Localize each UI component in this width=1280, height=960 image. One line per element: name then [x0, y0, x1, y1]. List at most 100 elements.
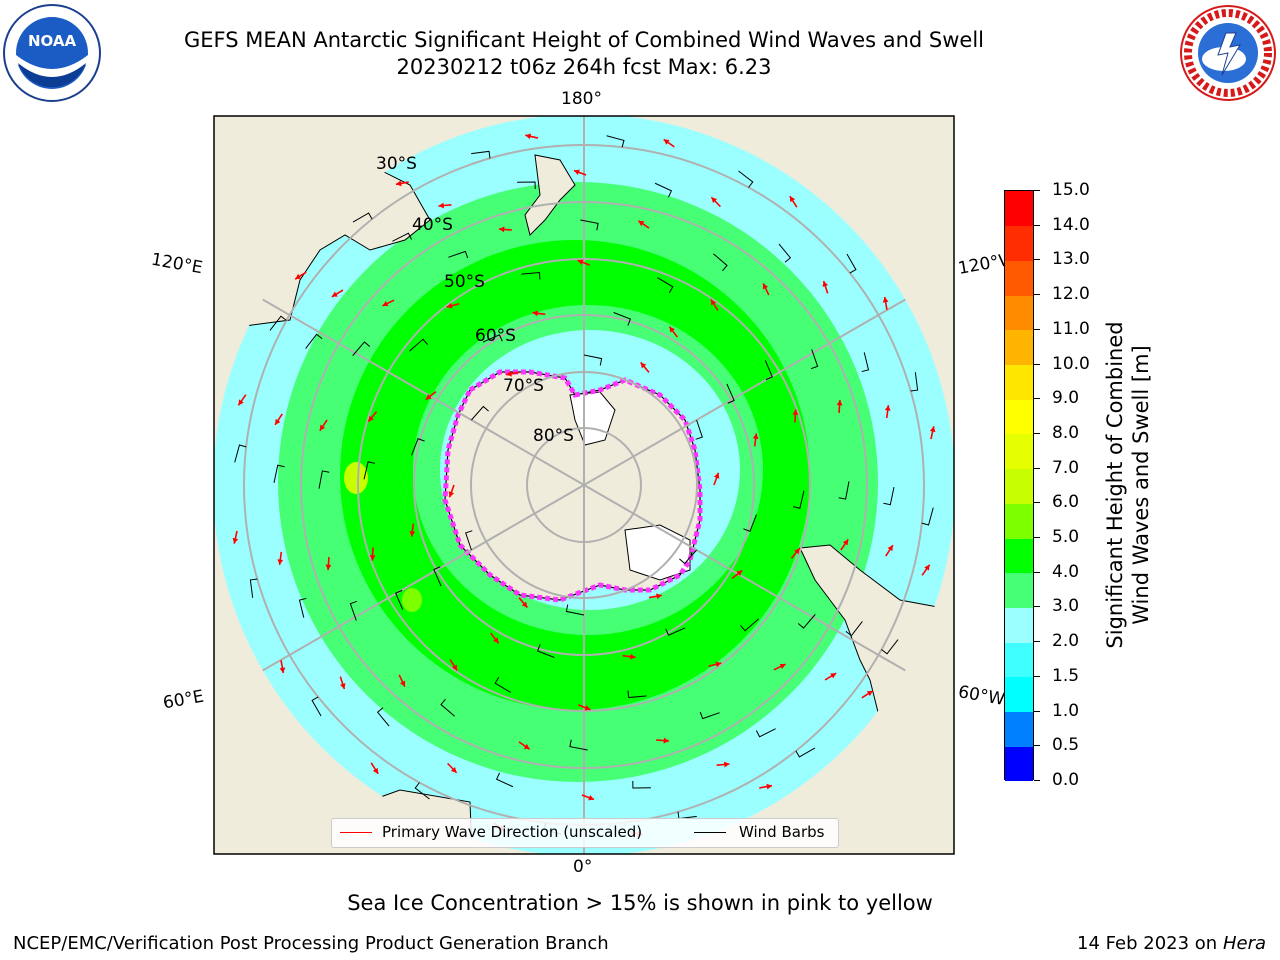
colorbar-segment	[1005, 711, 1033, 747]
wave-arrow-head	[713, 472, 720, 479]
colorbar-tick-label: 14.0	[1052, 214, 1090, 235]
colorbar-segment	[1005, 572, 1033, 608]
graticule	[214, 116, 954, 854]
wave-arrow-head	[792, 409, 799, 415]
wave-arrow-head	[331, 291, 338, 297]
lat-label-60s: 60°S	[475, 326, 516, 346]
wind-barb	[797, 614, 816, 629]
colorbar-tick	[1034, 710, 1040, 712]
map-subtitle: 20230212 t06z 264h fcst Max: 6.23	[396, 55, 772, 79]
wave-arrow-head	[924, 564, 930, 571]
wind-barb	[298, 597, 307, 618]
wind-barb	[494, 676, 511, 693]
wave-arrow-head	[409, 530, 416, 537]
colorbar-tick	[1034, 745, 1040, 747]
wind-barb	[632, 780, 651, 789]
colorbar-tick-label: 1.5	[1052, 665, 1080, 686]
wind-barb	[471, 405, 489, 421]
wind-barb	[517, 181, 536, 190]
wave-arrow-head	[369, 555, 376, 561]
wind-barb	[792, 490, 805, 509]
sea-ice-edge	[442, 369, 703, 603]
colorbar-tick	[1034, 780, 1040, 781]
wind-barb	[627, 690, 647, 699]
colorbar-tick-label: 2.0	[1052, 631, 1080, 652]
wave-arrow-head	[498, 226, 505, 233]
lat-label-40s: 40°S	[412, 215, 453, 235]
wind-barb	[249, 578, 258, 598]
wind-barb	[311, 696, 322, 717]
wind-barb	[695, 419, 703, 440]
colorbar-tick-label: 0.0	[1052, 770, 1080, 790]
wave-arrow-head	[715, 661, 722, 668]
wave-arrow-head	[521, 601, 528, 608]
wave-arrow-head	[577, 259, 584, 265]
wind-barb	[465, 530, 473, 551]
wind-barb	[363, 461, 376, 480]
wind-barb	[409, 338, 428, 352]
footer-organization: NCEP/EMC/Verification Post Processing Pr…	[13, 933, 609, 954]
colorbar-tick	[1034, 328, 1040, 330]
wave-arrow-head	[523, 743, 530, 750]
lat-label-80s: 80°S	[533, 426, 574, 446]
wind-barb	[583, 354, 603, 366]
colorbar-tick	[1034, 398, 1040, 400]
map-title: GEFS MEAN Antarctic Significant Height o…	[183, 28, 985, 52]
colorbar-tick-label: 10.0	[1052, 353, 1090, 374]
wind-barb	[679, 549, 697, 565]
wave-arrow-head	[789, 196, 796, 203]
wave-arrow-head	[372, 767, 379, 774]
colorbar-segment	[1005, 468, 1033, 504]
colorbar-segment	[1005, 225, 1033, 261]
wave-arrow-head	[399, 680, 406, 687]
svg-text:NOAA: NOAA	[28, 32, 77, 50]
wind-barb	[861, 352, 870, 373]
wind-barb	[657, 277, 674, 294]
colorbar-segment	[1005, 433, 1033, 470]
footer-date-text: 14 Feb 2023 on	[1077, 933, 1218, 954]
colorbar-tick	[1034, 294, 1040, 296]
colorbar-segment	[1005, 642, 1033, 678]
wave-arrow-head	[425, 394, 432, 400]
meridian-line	[583, 224, 954, 486]
wave-arrow-head	[325, 564, 332, 571]
wind-barb	[395, 589, 404, 610]
wind-barb	[726, 383, 735, 404]
wind-barb	[234, 444, 247, 463]
wind-barb	[440, 698, 455, 717]
wave-arrow-head	[887, 545, 893, 552]
new-zealand-land	[524, 154, 576, 236]
meridian-line	[583, 484, 954, 746]
wind-barb	[740, 618, 759, 632]
wave-arrow-head	[232, 537, 239, 544]
wind-barb	[482, 334, 503, 343]
colorbar-tick	[1034, 467, 1040, 469]
wind-barb	[846, 253, 857, 274]
wave-peak-yellowgreen	[344, 462, 368, 494]
wind-barb	[392, 232, 413, 242]
wave-arrow-head	[882, 296, 889, 303]
wave-arrow-head	[275, 418, 281, 425]
nws-logo-icon	[1180, 5, 1276, 101]
wind-barb	[352, 341, 371, 356]
colorbar-tick	[1034, 502, 1040, 504]
colorbar-tick	[1034, 224, 1040, 226]
colorbar-segment	[1005, 364, 1033, 400]
wave-arrow-head	[884, 405, 891, 411]
colorbar-segment	[1005, 260, 1033, 296]
wave-arrow-head	[279, 667, 286, 674]
wave-arrow-head	[368, 415, 374, 422]
wave-arrow-head	[736, 570, 743, 576]
wind-barb	[495, 772, 514, 788]
lon-label-180: 180°	[561, 89, 602, 109]
wind-barb	[352, 212, 373, 223]
wave-arrow-head	[493, 637, 499, 644]
colorbar-tick	[1034, 363, 1040, 365]
wave-arrow-head	[629, 653, 636, 660]
wave-arrow-head	[532, 310, 539, 317]
wave-arrow-head	[573, 169, 580, 176]
wind-barb	[471, 150, 491, 159]
wind-barb	[269, 315, 287, 331]
wind-barb	[376, 707, 390, 727]
wind-barb-legend-label: Wind Barbs	[739, 823, 825, 841]
